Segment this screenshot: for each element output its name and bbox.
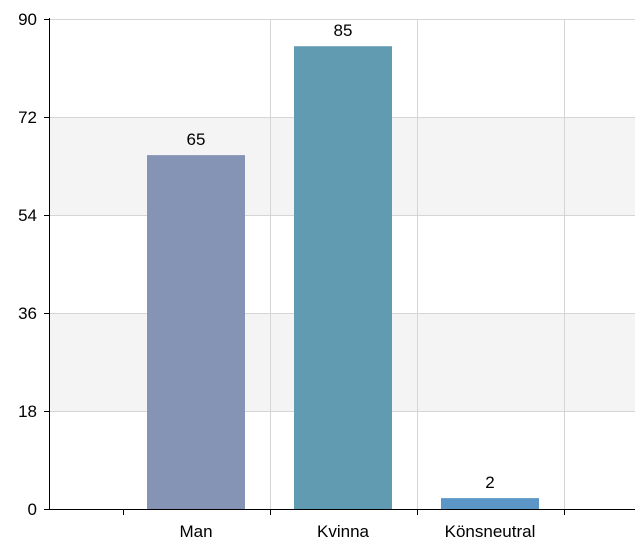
x-axis-tick-labels: Man Kvinna Könsneutral xyxy=(179,522,535,541)
y-tick-label: 0 xyxy=(28,500,37,519)
bar-man xyxy=(147,155,245,509)
bar-könsneutral xyxy=(441,498,539,509)
x-tick-label: Kvinna xyxy=(317,522,370,541)
vertical-gridlines xyxy=(270,19,565,509)
y-tick-label: 72 xyxy=(18,108,37,127)
axes xyxy=(44,18,635,515)
x-tick-label: Könsneutral xyxy=(445,522,536,541)
data-label: 85 xyxy=(334,21,353,40)
y-tick-label: 54 xyxy=(18,206,37,225)
x-tick-label: Man xyxy=(179,522,212,541)
data-label: 2 xyxy=(485,473,494,492)
y-axis-tick-labels: 0 18 36 54 72 90 xyxy=(18,10,37,519)
y-tick-label: 90 xyxy=(18,10,37,29)
bar-kvinna xyxy=(294,46,392,509)
bar-series xyxy=(147,46,539,509)
data-labels: 65 85 2 xyxy=(187,21,495,492)
data-label: 65 xyxy=(187,130,206,149)
y-tick-label: 18 xyxy=(18,402,37,421)
y-tick-label: 36 xyxy=(18,304,37,323)
